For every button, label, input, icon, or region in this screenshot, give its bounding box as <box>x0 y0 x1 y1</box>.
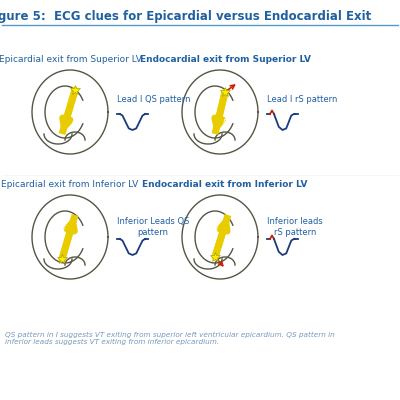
Text: Endocardial exit from Inferior LV: Endocardial exit from Inferior LV <box>142 180 308 189</box>
Text: Endocardial exit from Superior LV: Endocardial exit from Superior LV <box>140 55 310 64</box>
Text: Inferior leads
rS pattern: Inferior leads rS pattern <box>267 217 323 237</box>
Text: QRS Axis: QRS Axis <box>69 102 81 126</box>
Text: QRS Axis: QRS Axis <box>56 222 68 248</box>
Text: gure 5:  ECG clues for Epicardial versus Endocardial Exit: gure 5: ECG clues for Epicardial versus … <box>0 10 371 23</box>
Text: QS pattern in I suggests VT exiting from superior left ventricular epicardium. Q: QS pattern in I suggests VT exiting from… <box>5 332 335 345</box>
Text: Epicardial exit from Inferior LV: Epicardial exit from Inferior LV <box>1 180 139 189</box>
Text: Inferior Leads QS
pattern: Inferior Leads QS pattern <box>117 217 189 237</box>
Text: Epicardial exit from Superior LV: Epicardial exit from Superior LV <box>0 55 142 64</box>
Text: Lead I rS pattern: Lead I rS pattern <box>267 96 337 104</box>
Text: QRS Axis: QRS Axis <box>221 102 232 127</box>
Text: QRS Axis: QRS Axis <box>209 222 221 246</box>
Text: Lead I QS pattern: Lead I QS pattern <box>117 96 190 104</box>
